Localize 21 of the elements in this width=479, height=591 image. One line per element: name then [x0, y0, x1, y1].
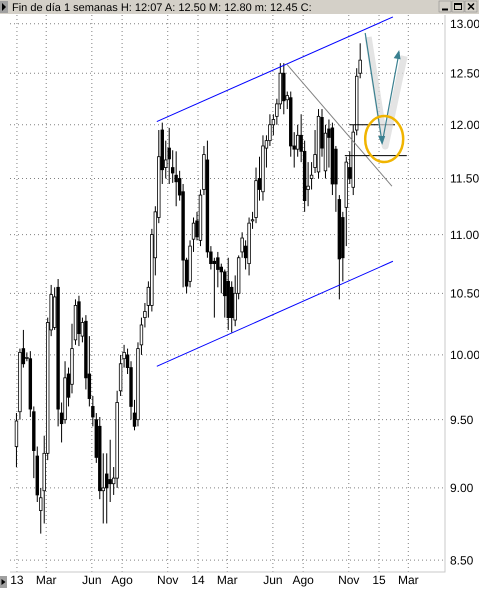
y-tick-label: 11.00: [450, 228, 479, 242]
x-tick-label: 14: [191, 573, 205, 587]
candlestick: [174, 150, 178, 207]
x-tick-label: Ago: [111, 573, 134, 587]
candlestick: [108, 439, 112, 503]
x-tick-label: Mar: [398, 573, 419, 587]
x-tick-label: Jun: [263, 573, 283, 587]
x-tick-label: Jun: [82, 573, 102, 587]
x-tick-label: Nov: [338, 573, 360, 587]
x-tick-label: 13: [10, 573, 24, 587]
x-tick-label: Nov: [157, 573, 178, 587]
x-tick-label: Mar: [36, 573, 57, 587]
y-tick-label: 11.50: [450, 172, 479, 186]
candlestick: [168, 127, 171, 184]
y-tick-label: 9.00: [450, 481, 474, 496]
y-tick-label: 9.50: [450, 412, 474, 427]
x-tick-label: 15: [372, 573, 386, 587]
chart-subtitle: Fin de día 1 semanas H: 12:07 A: 12.50 M: 12.80 m: 12.45 C:: [12, 2, 312, 14]
x-tick-label: Mar: [216, 573, 238, 587]
y-tick-label: 8.50: [450, 553, 474, 568]
x-tick-label: Ago: [292, 573, 314, 587]
